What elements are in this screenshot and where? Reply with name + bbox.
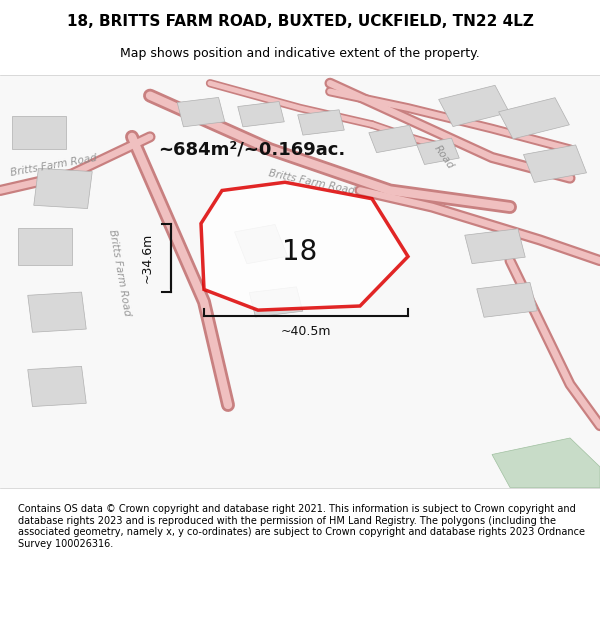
Text: ~34.6m: ~34.6m: [140, 232, 154, 282]
Bar: [238, 101, 284, 127]
Bar: [18, 228, 72, 265]
Text: Road: Road: [432, 144, 456, 171]
Bar: [235, 224, 287, 264]
Bar: [499, 98, 569, 139]
Bar: [28, 366, 86, 406]
Bar: [439, 86, 509, 126]
Polygon shape: [492, 438, 600, 488]
Bar: [477, 282, 537, 318]
Text: Contains OS data © Crown copyright and database right 2021. This information is : Contains OS data © Crown copyright and d…: [18, 504, 585, 549]
Text: Map shows position and indicative extent of the property.: Map shows position and indicative extent…: [120, 48, 480, 61]
Bar: [369, 125, 417, 152]
Bar: [417, 138, 459, 164]
Bar: [177, 98, 225, 127]
Bar: [465, 229, 525, 264]
Bar: [34, 168, 92, 209]
Bar: [298, 110, 344, 135]
Bar: [523, 145, 587, 182]
Text: 18: 18: [283, 238, 317, 266]
Text: ~40.5m: ~40.5m: [281, 326, 331, 339]
Bar: [28, 292, 86, 332]
Text: 18, BRITTS FARM ROAD, BUXTED, UCKFIELD, TN22 4LZ: 18, BRITTS FARM ROAD, BUXTED, UCKFIELD, …: [67, 14, 533, 29]
Bar: [12, 116, 66, 149]
Polygon shape: [201, 182, 408, 310]
Text: ~684m²/~0.169ac.: ~684m²/~0.169ac.: [158, 140, 346, 158]
Text: Britts Farm Road: Britts Farm Road: [107, 229, 133, 317]
Bar: [249, 287, 303, 317]
Text: Britts Farm Road: Britts Farm Road: [268, 168, 356, 196]
Text: Britts Farm Road: Britts Farm Road: [10, 153, 98, 178]
